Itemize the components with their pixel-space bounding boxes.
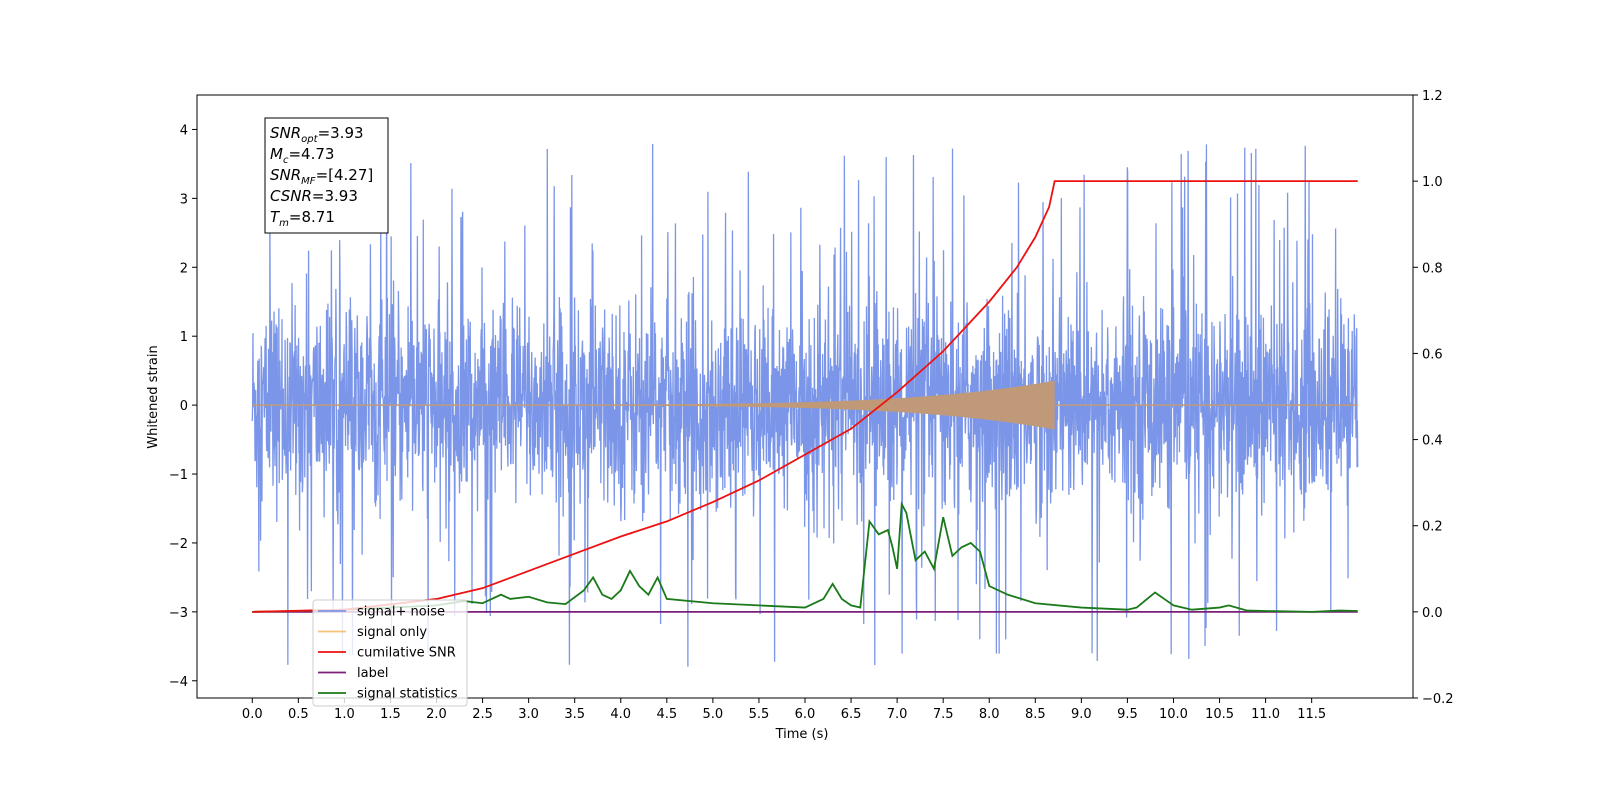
series-signal-noise: [251, 143, 1359, 667]
annotation-line: CSNR=3.93: [270, 187, 358, 205]
plot-area: [251, 143, 1359, 667]
y2-tick-label: 0.6: [1422, 347, 1443, 362]
x-tick-label: 9.5: [1117, 707, 1138, 722]
x-tick-label: 2.0: [426, 707, 447, 722]
x-tick-label: 3.0: [518, 707, 539, 722]
legend-frame: [312, 599, 468, 707]
annotation-line: SNRopt=3.93: [270, 124, 364, 145]
y-axis-right: −0.2 0.0 0.2 0.4 0.6 0.8 1.0 1.2: [1413, 89, 1454, 707]
legend-entry: label: [357, 666, 388, 681]
annotation-line: SNRMF=[4.27]: [270, 166, 373, 187]
x-axis-label: Time (s): [775, 727, 829, 742]
series-cumulative-snr: [252, 180, 1358, 613]
x-tick-label: 8.5: [1025, 707, 1046, 722]
x-tick-label: 11.5: [1297, 707, 1326, 722]
x-tick-label: 5.0: [703, 707, 724, 722]
y2-tick-label: −0.2: [1422, 692, 1454, 707]
legend-entry: cumilative SNR: [357, 646, 456, 661]
x-axis: 0.0 0.5 1.0 1.5 2.0 2.5 3.0 3.5 4.0 4.5 5.0 5.5 6.0 6…: [242, 698, 1326, 722]
series-signal-statistics: [252, 501, 1358, 613]
annotation-frame: [264, 117, 389, 234]
y2-tick-label: 0.2: [1422, 520, 1443, 535]
x-tick-label: 6.5: [841, 707, 862, 722]
y-tick-label: 2: [180, 261, 188, 276]
x-tick-label: 6.0: [795, 707, 816, 722]
x-tick-label: 7.0: [887, 707, 908, 722]
y-tick-label: 1: [180, 330, 188, 345]
annotation-line: Tm=8.71: [270, 208, 335, 229]
y-tick-label: −2: [169, 537, 188, 552]
y-axis-left: −4 −3 −2 −1 0 1 2 3 4: [169, 123, 197, 690]
x-tick-label: 11.0: [1251, 707, 1280, 722]
x-tick-label: 9.0: [1071, 707, 1092, 722]
legend-entry: signal statistics: [357, 687, 458, 702]
x-tick-label: 1.5: [380, 707, 401, 722]
legend-entry: signal+ noise: [357, 605, 445, 620]
y2-tick-label: 0.8: [1422, 261, 1443, 276]
y-tick-label: −4: [169, 675, 188, 690]
y-tick-label: 0: [180, 399, 188, 414]
y-tick-label: 3: [180, 192, 188, 207]
legend-entry: signal only: [357, 625, 427, 640]
x-tick-label: 7.5: [933, 707, 954, 722]
x-tick-label: 2.5: [472, 707, 493, 722]
x-tick-label: 0.5: [288, 707, 309, 722]
x-tick-label: 10.0: [1159, 707, 1188, 722]
y-axis-label: Whitened strain: [146, 345, 161, 448]
x-tick-label: 5.5: [749, 707, 770, 722]
annotation-line: Mc=4.73: [270, 145, 334, 166]
x-tick-label: 10.5: [1205, 707, 1234, 722]
y2-tick-label: 1.0: [1422, 175, 1443, 190]
y-tick-label: 4: [180, 123, 188, 138]
x-tick-label: 4.0: [610, 707, 631, 722]
y2-tick-label: 0.4: [1422, 434, 1443, 449]
x-tick-label: 8.0: [979, 707, 1000, 722]
x-tick-label: 0.0: [242, 707, 263, 722]
y-tick-label: −1: [169, 468, 188, 483]
x-tick-label: 4.5: [656, 707, 677, 722]
y-tick-label: −3: [169, 606, 188, 621]
y2-tick-label: 1.2: [1422, 89, 1443, 104]
x-tick-label: 1.0: [334, 707, 355, 722]
legend: signal+ noise signal only cumilative SNR la…: [312, 599, 468, 707]
x-tick-label: 3.5: [564, 707, 585, 722]
y2-tick-label: 0.0: [1422, 606, 1443, 621]
